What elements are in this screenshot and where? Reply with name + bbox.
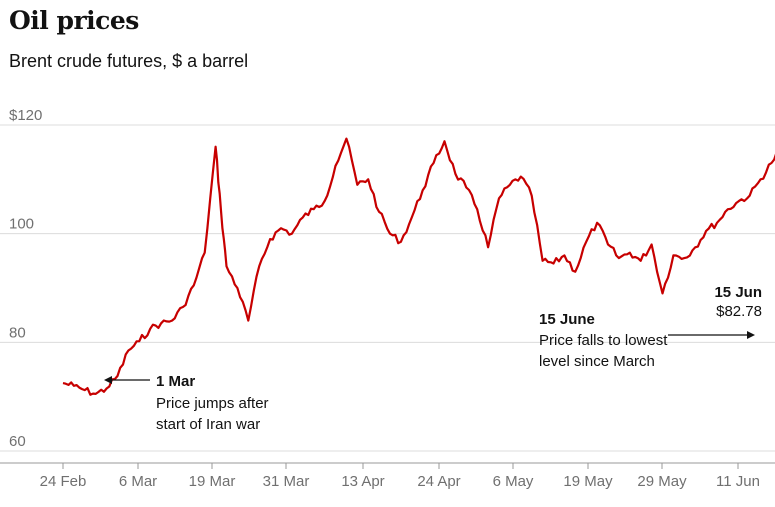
gridlines [0,124,775,452]
annotation-mar1: 1 Mar Price jumps after start of Iran wa… [104,373,269,433]
chart-title: Oil prices [9,6,139,35]
y-axis-ticks: $120 100 80 60 [9,107,42,450]
x-tick-label: 19 Mar [189,473,236,490]
end-value-label: $82.78 [716,303,762,320]
x-tick-label: 11 Jun [716,473,760,490]
price-line [62,137,775,396]
annotation-mar1-arrowhead [104,376,112,384]
annotation-jun15-arrowhead [747,331,755,339]
y-tick-label: 60 [9,433,26,450]
chart-subtitle: Brent crude futures, $ a barrel [9,51,249,71]
x-tick-label: 29 May [637,473,687,490]
annotation-mar1-line1: Price jumps after [156,395,269,412]
x-tick-label: 6 Mar [119,473,157,490]
x-tick-label: 31 Mar [263,473,310,490]
annotation-mar1-line2: start of Iran war [156,416,260,433]
annotation-jun15-line2: level since March [539,353,655,370]
y-tick-label: $120 [9,107,42,124]
end-date-label: 15 Jun [714,284,762,301]
annotation-mar1-heading: 1 Mar [156,373,195,390]
x-tick-label: 13 Apr [341,473,384,490]
y-tick-label: 100 [9,216,34,233]
annotation-jun15: 15 June Price falls to lowest level sinc… [539,311,755,370]
x-tick-label: 6 May [493,473,534,490]
x-tick-label: 24 Apr [417,473,460,490]
x-axis-ticks: 24 Feb 6 Mar 19 Mar 31 Mar 13 Apr 24 Apr 6 May… [40,463,760,490]
y-tick-label: 80 [9,324,26,341]
x-tick-label: 19 May [563,473,613,490]
x-tick-label: 24 Feb [40,473,87,490]
annotation-jun15-heading: 15 June [539,311,595,328]
annotation-jun15-line1: Price falls to lowest [539,332,668,349]
